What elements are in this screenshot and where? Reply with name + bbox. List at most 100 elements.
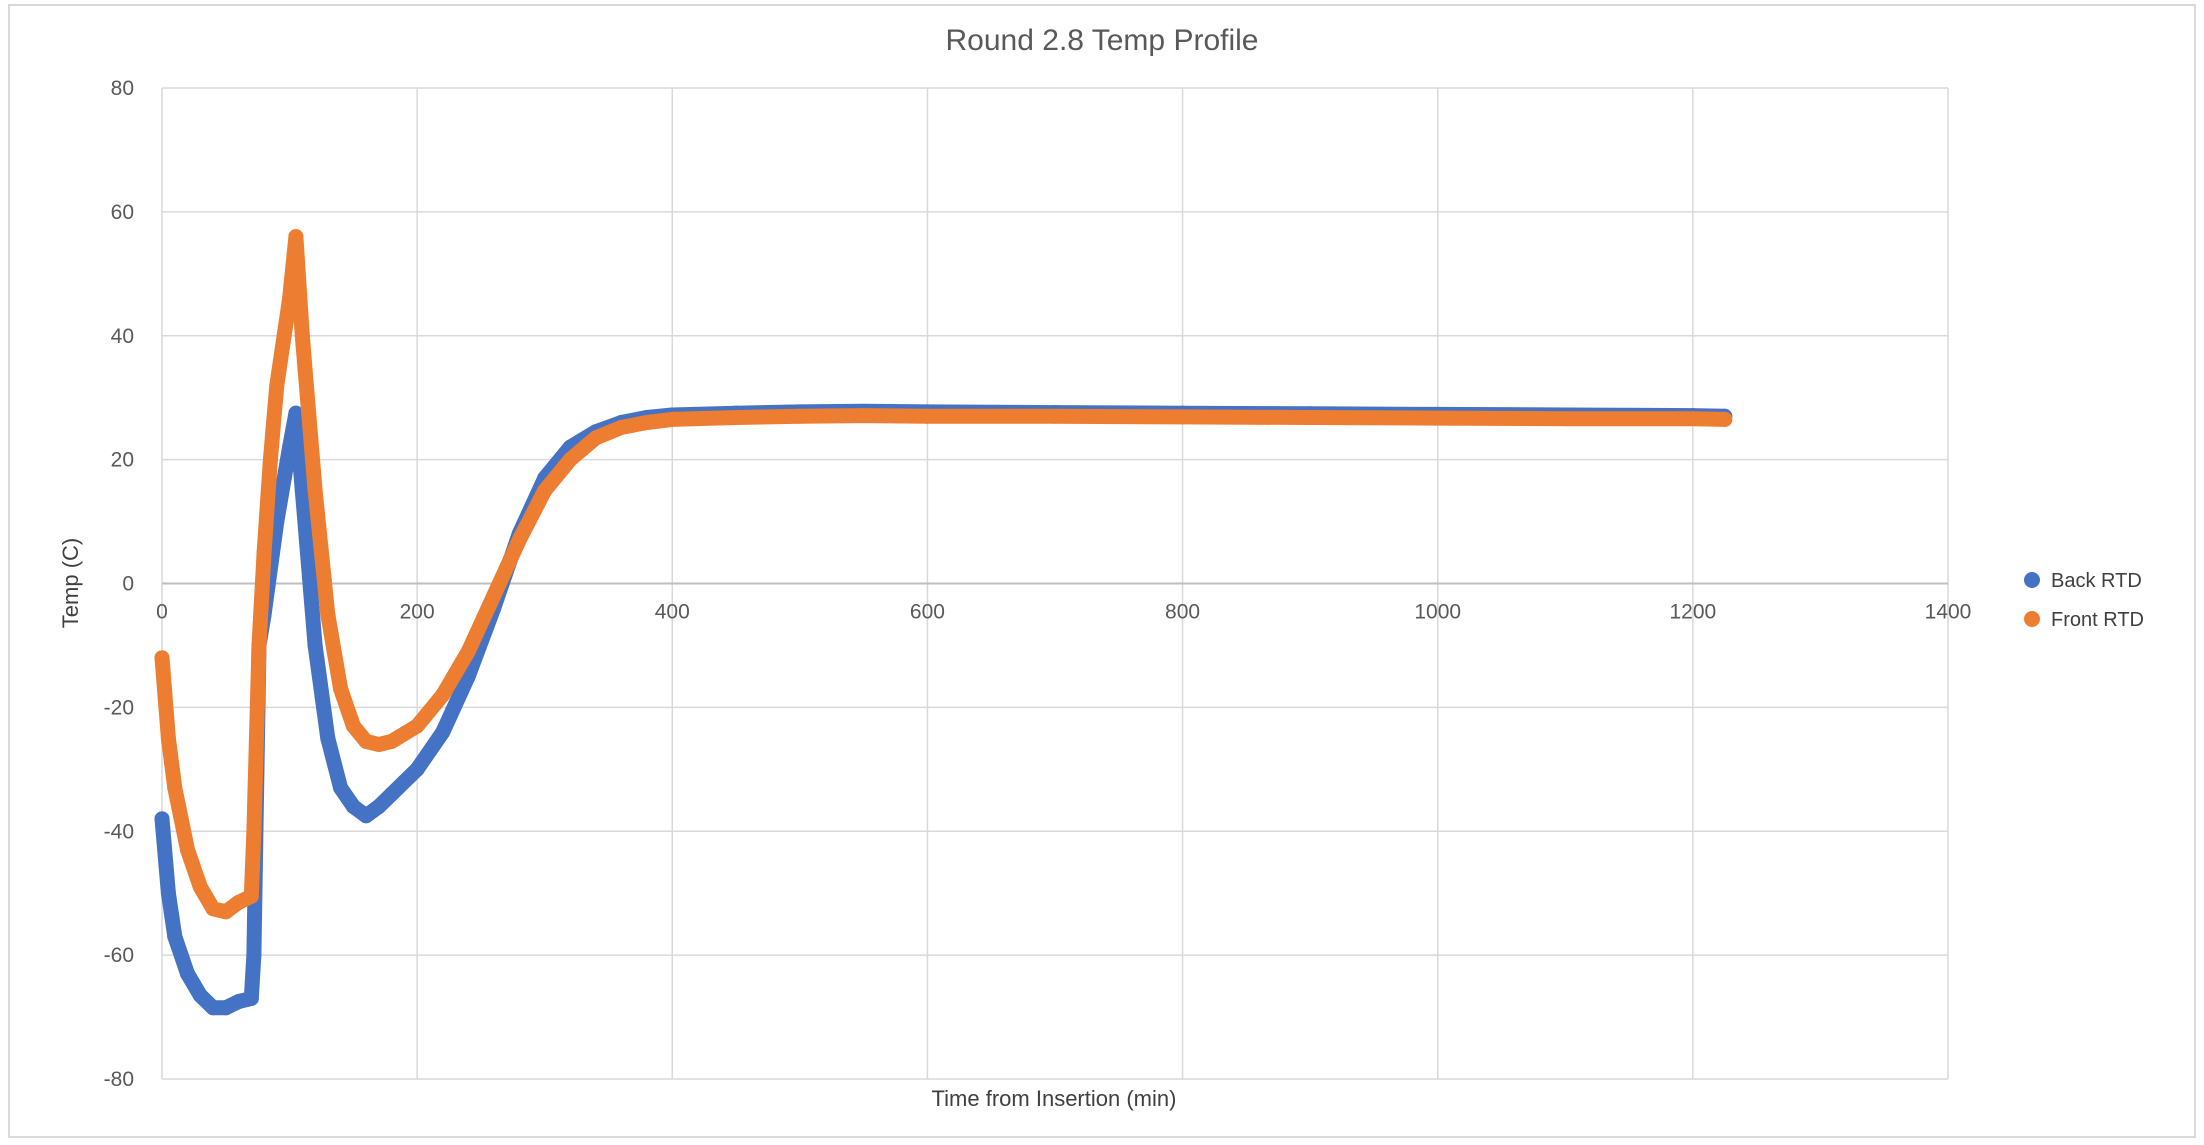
- data-point-front-rtd: [588, 430, 604, 446]
- data-point-front-rtd: [251, 637, 267, 653]
- data-point-back-rtd: [160, 885, 176, 901]
- data-point-front-rtd: [180, 842, 196, 858]
- x-tick-label: 1400: [1925, 601, 1972, 624]
- data-point-front-rtd: [371, 737, 387, 753]
- data-point-front-rtd: [486, 588, 502, 604]
- data-point-back-rtd: [167, 929, 183, 945]
- data-point-back-rtd: [384, 786, 400, 802]
- data-point-back-rtd: [192, 987, 208, 1003]
- data-point-front-rtd: [167, 780, 183, 796]
- y-axis-title: Temp (C): [58, 538, 83, 628]
- data-point-front-rtd: [562, 452, 578, 468]
- legend-marker-back-rtd: [2024, 572, 2040, 588]
- y-tick-label: 60: [111, 201, 134, 224]
- data-point-back-rtd: [294, 483, 310, 499]
- y-tick-label: -60: [104, 944, 134, 967]
- data-point-front-rtd: [160, 730, 176, 746]
- data-point-front-rtd: [1302, 410, 1318, 426]
- grid: [161, 87, 1949, 1080]
- data-point-front-rtd: [192, 879, 208, 895]
- data-point-front-rtd: [728, 410, 744, 426]
- data-point-back-rtd: [205, 1000, 221, 1016]
- data-point-front-rtd: [256, 545, 272, 561]
- data-point-front-rtd: [231, 894, 247, 910]
- y-tick-label: -20: [104, 696, 134, 719]
- y-tick-label: 80: [111, 77, 134, 100]
- data-point-front-rtd: [205, 901, 221, 917]
- legend-marker-front-rtd: [2024, 611, 2040, 627]
- data-point-back-rtd: [218, 1000, 234, 1016]
- data-point-back-rtd: [409, 761, 425, 777]
- x-axis-title: Time from Insertion (min): [932, 1086, 1177, 1111]
- data-point-front-rtd: [262, 452, 278, 468]
- data-point-back-rtd: [154, 811, 170, 827]
- data-point-back-rtd: [345, 798, 361, 814]
- legend-label-front-rtd: Front RTD: [2051, 609, 2144, 631]
- y-tick-label: 40: [111, 325, 134, 348]
- data-point-front-rtd: [537, 483, 553, 499]
- data-point-front-rtd: [856, 408, 872, 424]
- y-tick-label: 20: [111, 449, 134, 472]
- data-point-back-rtd: [333, 780, 349, 796]
- x-axis-ticks: 0 200 400 600 800 1000 1200 1400: [156, 601, 1971, 624]
- x-tick-label: 600: [910, 601, 945, 624]
- data-point-front-rtd: [154, 650, 170, 666]
- legend-label-back-rtd: Back RTD: [2051, 570, 2142, 592]
- data-point-front-rtd: [320, 606, 336, 622]
- data-point-back-rtd: [288, 405, 304, 421]
- data-point-back-rtd: [231, 994, 247, 1010]
- data-point-front-rtd: [613, 419, 629, 435]
- x-tick-label: 800: [1165, 601, 1200, 624]
- data-point-front-rtd: [294, 328, 310, 344]
- data-point-front-rtd: [288, 229, 304, 245]
- data-point-front-rtd: [269, 377, 285, 393]
- y-axis-ticks: 80 60 40 20 0 -20 -40 -60 -80: [104, 77, 134, 1091]
- data-point-front-rtd: [664, 411, 680, 427]
- y-tick-label: -40: [104, 820, 134, 843]
- data-point-front-rtd: [1175, 409, 1191, 425]
- data-point-front-rtd: [243, 888, 259, 904]
- data-point-back-rtd: [435, 724, 451, 740]
- data-point-front-rtd: [639, 414, 655, 430]
- data-point-front-rtd: [511, 532, 527, 548]
- data-point-front-rtd: [1047, 408, 1063, 424]
- x-tick-label: 400: [655, 601, 690, 624]
- data-point-front-rtd: [307, 483, 323, 499]
- chart-title: Round 2.8 Temp Profile: [946, 24, 1259, 57]
- series-group: [154, 229, 1733, 1016]
- y-tick-label: -80: [104, 1068, 134, 1091]
- legend: Back RTD Front RTD: [2024, 570, 2144, 631]
- series-line-back-rtd: [154, 403, 1733, 1016]
- data-point-back-rtd: [320, 730, 336, 746]
- data-point-front-rtd: [1430, 410, 1446, 426]
- data-point-front-rtd: [460, 644, 476, 660]
- data-point-front-rtd: [358, 733, 374, 749]
- data-point-back-rtd: [180, 966, 196, 982]
- data-point-front-rtd: [1557, 411, 1573, 427]
- data-point-front-rtd: [218, 904, 234, 920]
- data-point-back-rtd: [243, 990, 259, 1006]
- data-point-front-rtd: [384, 733, 400, 749]
- data-point-front-rtd: [792, 408, 808, 424]
- data-point-back-rtd: [358, 808, 374, 824]
- y-tick-label: 0: [122, 573, 134, 596]
- data-point-back-rtd: [371, 798, 387, 814]
- data-point-front-rtd: [345, 718, 361, 734]
- data-point-front-rtd: [435, 687, 451, 703]
- x-tick-label: 0: [156, 601, 168, 624]
- series-line-front-rtd: [154, 229, 1733, 920]
- data-point-back-rtd: [246, 947, 262, 963]
- data-point-front-rtd: [246, 823, 262, 839]
- x-tick-label: 1000: [1414, 601, 1461, 624]
- chart-area: [8, 4, 2196, 1138]
- data-point-front-rtd: [409, 718, 425, 734]
- data-point-front-rtd: [1685, 411, 1701, 427]
- data-point-back-rtd: [282, 439, 298, 455]
- data-point-front-rtd: [1717, 411, 1733, 427]
- x-tick-label: 200: [400, 601, 435, 624]
- data-point-front-rtd: [282, 291, 298, 307]
- data-point-front-rtd: [919, 408, 935, 424]
- data-point-front-rtd: [333, 681, 349, 697]
- x-tick-label: 1200: [1669, 601, 1716, 624]
